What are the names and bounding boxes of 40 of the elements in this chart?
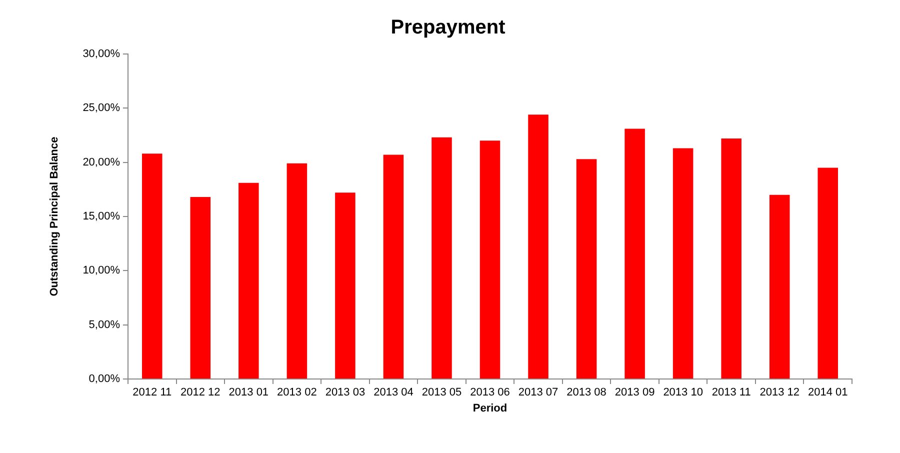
chart-title: Prepayment (390, 16, 506, 39)
bar (190, 197, 211, 378)
x-tick-label: 2013 05 (422, 386, 462, 399)
y-axis-title: Outstanding Principal Balance (48, 136, 61, 296)
y-tick-label: 20,00% (82, 156, 120, 168)
x-tick-label: 2013 08 (566, 386, 606, 399)
y-tick-label: 30,00% (82, 48, 120, 60)
bar (528, 114, 548, 378)
x-tick-label: 2013 11 (712, 386, 751, 399)
bar (721, 138, 742, 378)
x-tick-label: 2013 03 (325, 386, 366, 399)
x-tick-label: 2013 01 (228, 386, 269, 399)
bar (624, 128, 645, 378)
x-tick-label: 2013 09 (614, 386, 655, 399)
bar (335, 192, 356, 378)
x-tick-label: 2013 04 (374, 386, 414, 399)
x-axis-title: Period (472, 402, 508, 414)
y-tick-label: 10,00% (82, 264, 120, 277)
bar (238, 182, 259, 378)
y-tick-label: 5,00% (88, 318, 120, 331)
bar (383, 154, 404, 378)
x-tick-label: 2012 12 (180, 386, 220, 399)
bar (142, 154, 162, 378)
y-tick-label: 0,00% (88, 373, 120, 386)
bar (769, 194, 790, 378)
x-tick-label: 2013 02 (277, 386, 317, 399)
bar (480, 140, 500, 378)
y-tick-label: 25,00% (82, 102, 120, 114)
bar (286, 163, 308, 378)
x-tick-label: 2013 06 (470, 386, 510, 399)
x-tick-label: 2013 07 (518, 386, 558, 399)
x-tick-label: 2013 12 (760, 386, 800, 399)
x-tick-label: 2013 10 (663, 386, 703, 399)
x-tick-label: 2014 01 (808, 386, 848, 399)
y-tick-label: 15,00% (82, 210, 120, 223)
bar (818, 168, 838, 378)
bar (432, 137, 452, 378)
x-tick-label: 2012 11 (132, 386, 172, 399)
bar (672, 148, 694, 378)
bar (576, 159, 597, 378)
